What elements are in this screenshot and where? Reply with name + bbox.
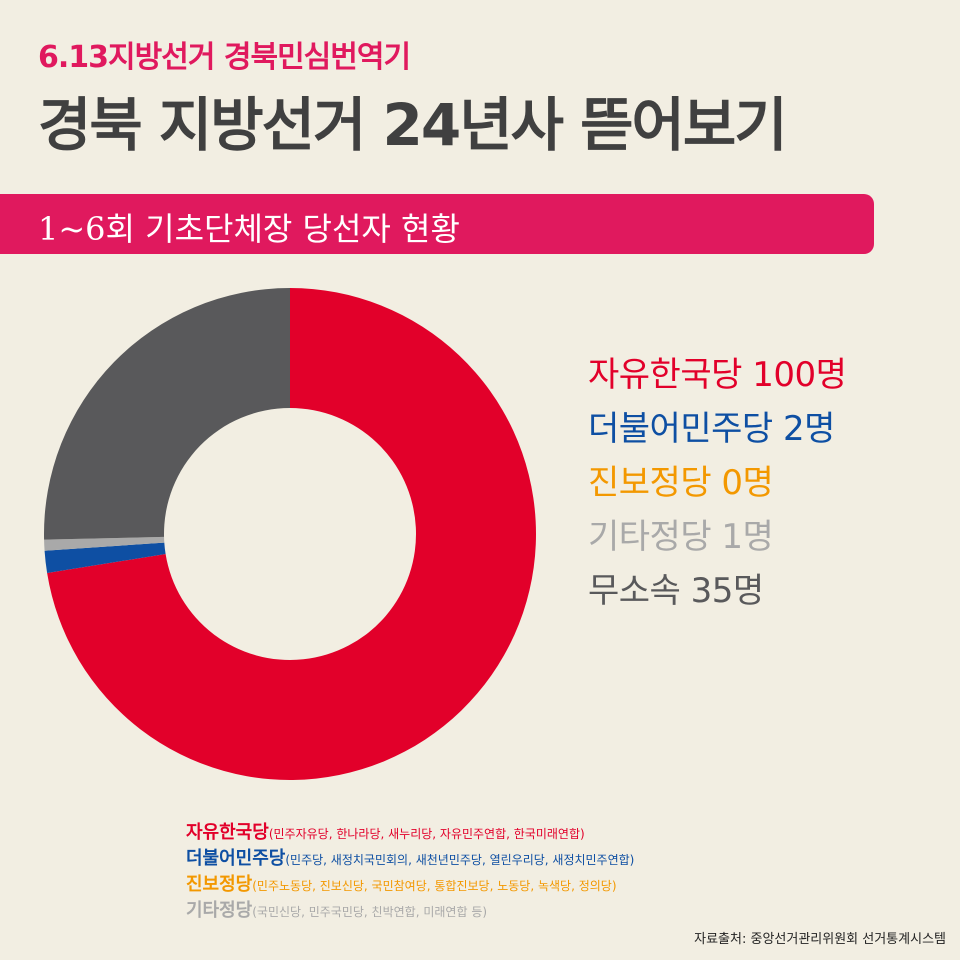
party-note: 진보정당(민주노동당, 진보신당, 국민참여당, 통합진보당, 노동당, 녹색당…	[186, 872, 634, 898]
party-note-name: 더불어민주당	[186, 848, 286, 869]
page-title: 경북 지방선거 24년사 뜯어보기	[38, 91, 788, 159]
slice-무소속	[44, 288, 290, 540]
party-notes: 자유한국당(민주자유당, 한나라당, 새누리당, 자유민주연합, 한국미래연합)…	[186, 820, 634, 924]
slice-더불어민주당	[44, 542, 166, 574]
party-note-name: 기타정당	[186, 900, 253, 921]
slice-자유한국당	[47, 288, 536, 780]
party-note-detail: (민주노동당, 진보신당, 국민참여당, 통합진보당, 노동당, 녹색당, 정의…	[252, 879, 617, 893]
party-note-detail: (민주당, 새정치국민회의, 새천년민주당, 열린우리당, 새정치민주연합)	[285, 853, 635, 867]
slice-기타정당	[44, 536, 165, 551]
party-note: 자유한국당(민주자유당, 한나라당, 새누리당, 자유민주연합, 한국미래연합)	[186, 820, 634, 846]
party-note-name: 자유한국당	[186, 822, 269, 843]
party-note: 기타정당(국민신당, 민주국민당, 친박연합, 미래연합 등)	[186, 898, 634, 924]
party-note-name: 진보정당	[186, 874, 253, 895]
legend-item: 무소속 35명	[588, 571, 764, 611]
subtitle: 6.13지방선거 경북민심번역기	[38, 40, 411, 75]
section-banner: 1~6회 기초단체장 당선자 현황	[0, 194, 874, 254]
legend-item: 기타정당 1명	[588, 517, 774, 557]
source-note: 자료출처: 중앙선거관리위원회 선거통계시스템	[694, 932, 946, 947]
banner-title: 1~6회 기초단체장 당선자 현황	[38, 210, 460, 248]
party-note-detail: (국민신당, 민주국민당, 친박연합, 미래연합 등)	[252, 905, 488, 919]
legend-item: 자유한국당 100명	[588, 355, 847, 395]
legend-item: 더불어민주당 2명	[588, 409, 835, 449]
party-note: 더불어민주당(민주당, 새정치국민회의, 새천년민주당, 열린우리당, 새정치민…	[186, 846, 634, 872]
party-note-detail: (민주자유당, 한나라당, 새누리당, 자유민주연합, 한국미래연합)	[268, 827, 585, 841]
donut-chart	[44, 288, 536, 780]
legend-item: 진보정당 0명	[588, 463, 774, 503]
